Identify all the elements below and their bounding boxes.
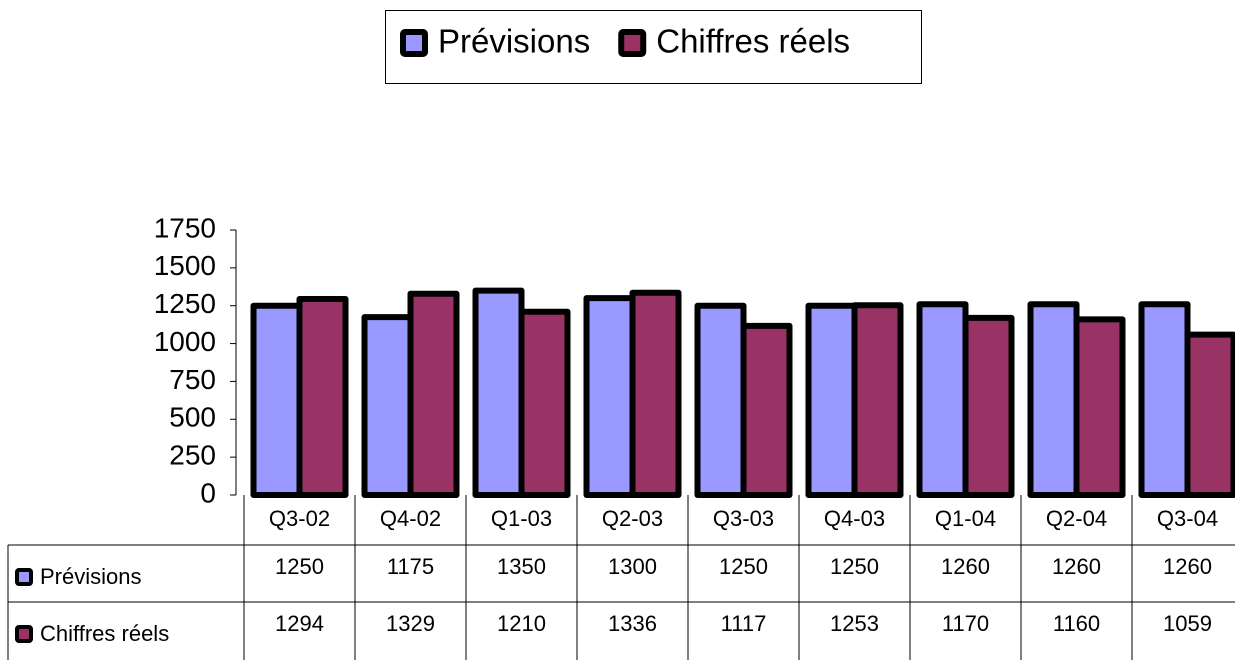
legend-box xyxy=(385,10,922,84)
legend-label: Prévisions xyxy=(438,23,590,60)
bar xyxy=(1184,331,1235,498)
table-value: 1250 xyxy=(830,554,879,579)
bar xyxy=(1073,316,1126,499)
table-value: 1250 xyxy=(719,554,768,579)
table-value: 1160 xyxy=(1053,611,1100,636)
bar xyxy=(361,314,414,499)
legend-label: Chiffres réels xyxy=(656,23,850,60)
table-value: 1059 xyxy=(1163,611,1212,636)
y-tick-label: 250 xyxy=(169,440,216,471)
bar xyxy=(472,287,525,499)
x-tick-label: Q2-04 xyxy=(1046,506,1107,531)
table-value: 1175 xyxy=(387,554,434,579)
table-value: 1260 xyxy=(941,554,990,579)
y-tick-label: 1500 xyxy=(154,250,216,281)
bar xyxy=(851,302,904,499)
table-value: 1336 xyxy=(608,611,657,636)
table-value: 1210 xyxy=(497,611,546,636)
legend-swatch xyxy=(618,29,647,57)
y-tick-label: 0 xyxy=(200,477,216,508)
x-tick-label: Q2-03 xyxy=(602,506,663,531)
x-tick-label: Q3-03 xyxy=(713,506,774,531)
table-swatch xyxy=(15,625,33,643)
table-row-label: Prévisions xyxy=(40,564,141,589)
table-swatch xyxy=(15,568,33,586)
bar xyxy=(296,296,349,498)
table-value: 1250 xyxy=(275,554,324,579)
bar xyxy=(1138,301,1191,499)
table-value: 1260 xyxy=(1052,554,1101,579)
bar xyxy=(694,302,747,499)
bar xyxy=(250,302,303,499)
table-row-label: Chiffres réels xyxy=(40,621,169,646)
legend-swatch xyxy=(400,29,428,57)
x-tick-label: Q3-02 xyxy=(269,506,330,531)
y-tick-label: 1000 xyxy=(154,326,216,357)
bar xyxy=(1027,301,1080,499)
x-tick-label: Q1-03 xyxy=(491,506,552,531)
bar xyxy=(629,289,682,499)
bar xyxy=(583,295,636,498)
table-value: 1300 xyxy=(608,554,657,579)
table-value: 1253 xyxy=(830,611,879,636)
y-tick-label: 1750 xyxy=(154,212,216,243)
y-tick-label: 750 xyxy=(169,364,216,395)
x-tick-label: Q1-04 xyxy=(935,506,996,531)
x-tick-label: Q4-03 xyxy=(824,506,885,531)
bar xyxy=(916,301,969,499)
bar xyxy=(962,314,1015,499)
y-tick-label: 1250 xyxy=(154,288,216,319)
table-value: 1329 xyxy=(386,611,435,636)
y-tick-label: 500 xyxy=(169,402,216,433)
bar xyxy=(740,322,793,498)
table-value: 1170 xyxy=(942,611,989,636)
bar xyxy=(407,290,460,498)
x-tick-label: Q3-04 xyxy=(1157,506,1218,531)
bar xyxy=(518,308,571,498)
bar xyxy=(805,302,858,499)
table-value: 1294 xyxy=(275,611,324,636)
table-value: 1350 xyxy=(497,554,546,579)
table-value: 1117 xyxy=(721,611,767,636)
table-value: 1260 xyxy=(1163,554,1212,579)
x-tick-label: Q4-02 xyxy=(380,506,441,531)
